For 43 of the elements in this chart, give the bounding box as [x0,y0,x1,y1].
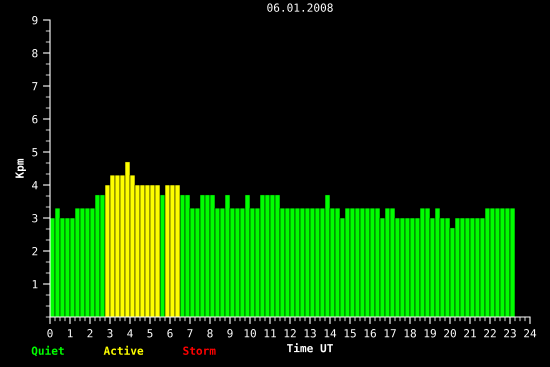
x-tick-label: 12 [284,329,296,338]
legend-label: Storm [183,346,216,355]
x-tick-label: 11 [264,329,276,338]
y-tick-label: 5 [32,148,38,156]
x-tick-label: 14 [324,329,336,338]
text: Quiet [32,346,64,356]
x-tick-label: 4 [127,329,133,338]
y-tick-label: 4 [32,181,38,190]
x-tick-label: 17 [384,329,396,338]
x-tick-label: 9 [227,329,233,338]
bar [54,208,60,317]
x-tick-label: 6 [167,329,173,338]
x-tick-label: 2 [87,329,92,338]
x-tick-label: 24 [524,329,536,338]
x-tick-label: 10 [244,329,256,338]
x-tick-label: 21 [464,329,476,338]
x-tick-label: 1 [68,329,73,338]
x-axis-title: Time UT [287,343,333,352]
x-tick-label: 22 [484,329,496,338]
y-axis-title: Kpm [16,158,26,178]
y-tick-label: 1 [32,280,38,288]
x-tick-label: 0 [47,329,53,338]
x-tick-label: 8 [207,329,213,338]
y-tick-label: 6 [32,115,38,124]
x-tick-label: 5 [147,329,152,338]
x-tick-label: 23 [504,329,516,338]
bar [184,194,190,317]
y-tick-label: 3 [32,214,38,222]
chart-title: 06.01.2008 [267,3,333,12]
x-tick-label: 20 [444,329,456,338]
x-tick-label: 16 [364,329,376,338]
x-tick-label: 18 [404,329,416,338]
x-tick-label: 13 [304,329,316,338]
x-tick-label: 15 [344,329,356,338]
x-tick-label: 7 [187,329,193,338]
y-tick-label: 7 [32,82,38,90]
y-tick-label: 9 [32,16,38,24]
x-tick-label: 3 [107,329,113,338]
text: Active [104,346,144,355]
x-tick-label: 19 [424,329,436,338]
y-tick-label: 2 [32,247,38,256]
bar [164,184,170,317]
y-tick-label: 8 [32,49,38,58]
